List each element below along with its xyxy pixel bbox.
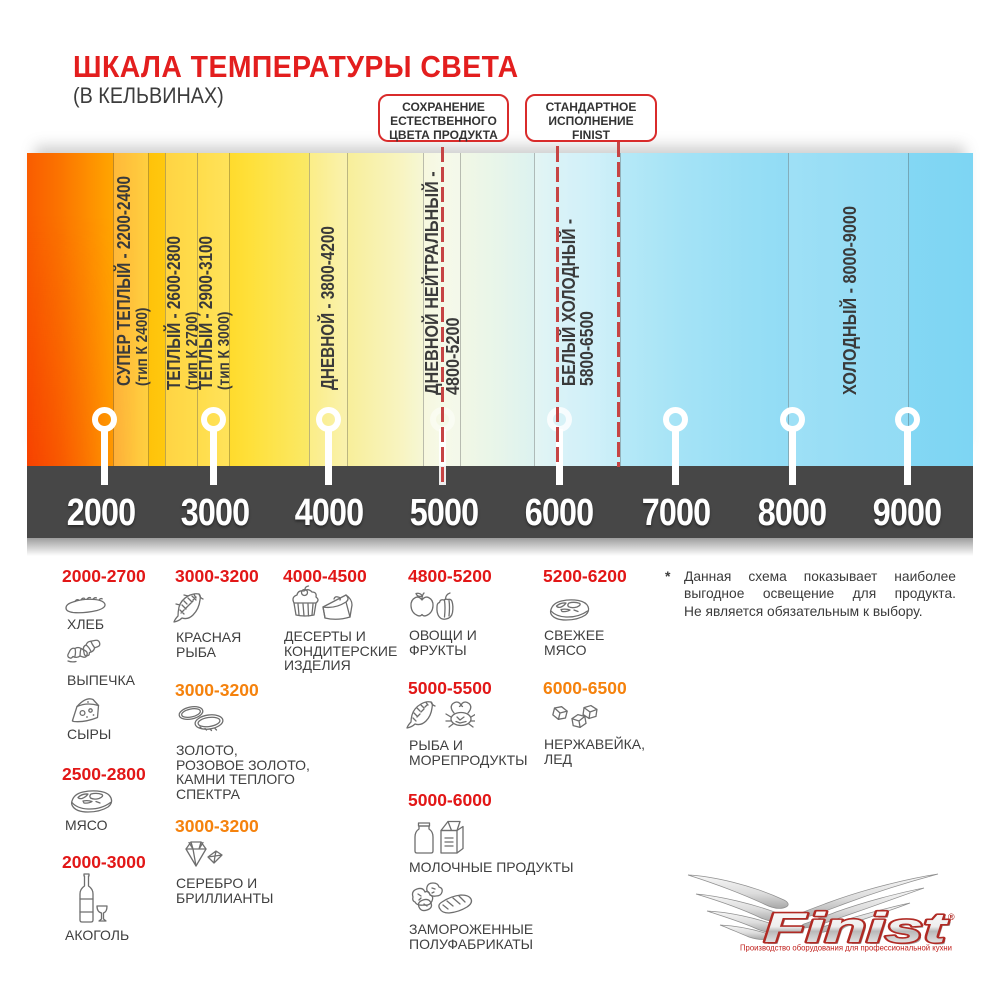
svg-text:Производство оборудования для: Производство оборудования для профессион… (740, 943, 952, 953)
svg-text:Finist: Finist (767, 906, 952, 953)
svg-text:Finist: Finist (764, 904, 949, 951)
svg-text:®: ® (948, 912, 955, 922)
svg-text:Finist: Finist (764, 904, 949, 951)
